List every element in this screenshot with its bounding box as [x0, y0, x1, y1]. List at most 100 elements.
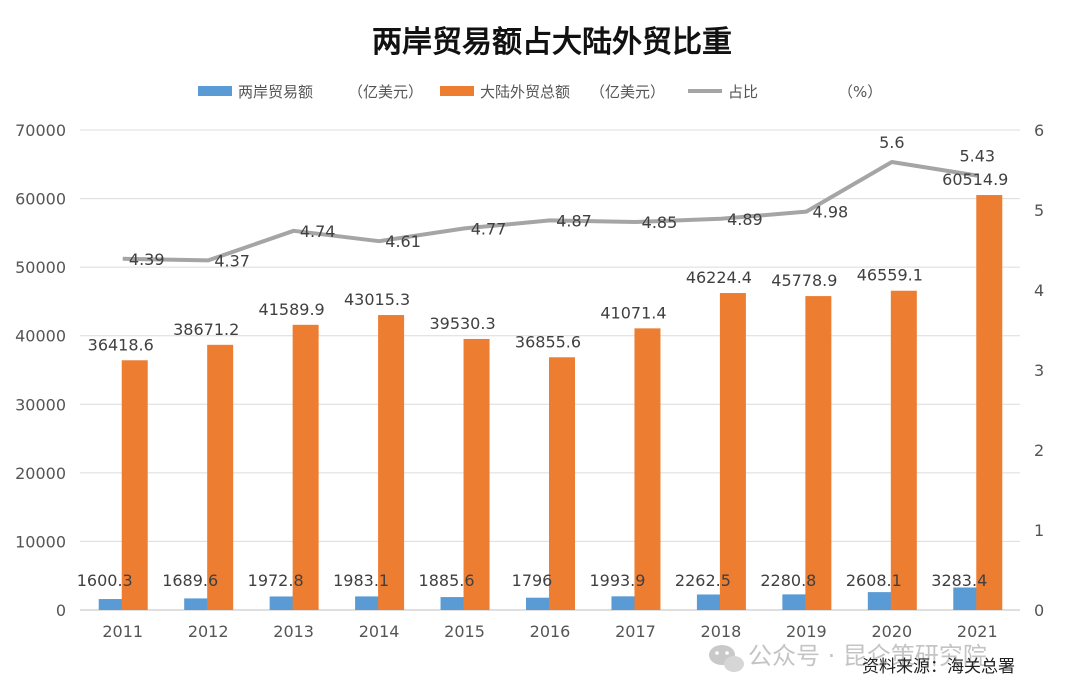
bar-label-cross-strait-trade: 1983.1 [333, 571, 389, 590]
x-tick-label: 2011 [102, 622, 143, 641]
bar-label-cross-strait-trade: 3283.4 [931, 571, 987, 590]
bar-label-total-trade: 39530.3 [429, 314, 495, 333]
bar-cross-strait-trade [269, 596, 294, 610]
x-tick-label: 2014 [359, 622, 400, 641]
bar-total-trade [378, 315, 405, 610]
line-data-label: 4.77 [471, 219, 507, 238]
chart-title: 两岸贸易额占大陆外贸比重 [372, 25, 732, 60]
bar-label-total-trade: 41071.4 [600, 303, 666, 322]
line-data-label: 4.74 [300, 222, 336, 241]
legend-unit: （亿美元） [590, 83, 665, 101]
bar-total-trade [549, 357, 575, 610]
line-data-label: 5.43 [959, 147, 995, 166]
wechat-icon [709, 645, 744, 672]
x-tick-label: 2020 [871, 622, 912, 641]
y-left-tick-label: 60000 [15, 190, 66, 209]
bar-total-trade [292, 324, 319, 610]
bar-total-trade [890, 290, 917, 610]
source-note: 资料来源：海关总署 [862, 657, 1015, 677]
bar-label-cross-strait-trade: 2280.8 [760, 571, 816, 590]
bar-label-total-trade: 45778.9 [771, 271, 837, 290]
y-axis-right: 0 1 2 3 4 5 6 [1034, 121, 1044, 620]
y-left-tick-label: 40000 [15, 327, 66, 346]
bar-label-total-trade: 41589.9 [259, 300, 325, 319]
x-tick-label: 2016 [530, 622, 571, 641]
legend-label: 大陆外贸总额 [480, 83, 570, 101]
bar-total-trade [805, 296, 832, 610]
bar-label-cross-strait-trade: 1796 [512, 571, 553, 590]
bar-cross-strait-trade [98, 599, 123, 610]
y-right-tick-label: 5 [1034, 201, 1044, 220]
bar-total-trade [976, 195, 1003, 610]
y-right-tick-label: 6 [1034, 121, 1044, 140]
line-data-label: 5.6 [879, 133, 904, 152]
y-right-tick-label: 4 [1034, 281, 1044, 300]
bar-label-total-trade: 38671.2 [173, 320, 239, 339]
x-tick-label: 2021 [957, 622, 998, 641]
y-left-tick-label: 10000 [15, 532, 66, 551]
x-tick-label: 2018 [701, 622, 742, 641]
x-tick-label: 2015 [444, 622, 485, 641]
bar-label-total-trade: 60514.9 [942, 170, 1008, 189]
ratio-line-path [122, 160, 978, 263]
bar-cross-strait-trade [440, 597, 465, 610]
legend-label: 占比 [728, 83, 758, 101]
line-data-label: 4.61 [385, 232, 421, 251]
bar-cross-strait-trade [184, 598, 209, 610]
bars [98, 195, 1003, 610]
x-axis: 2011 2012 2013 2014 2015 2016 2017 2018 2019 2020… [102, 622, 997, 641]
bar-label-total-trade: 36418.6 [88, 335, 154, 354]
bar-label-cross-strait-trade: 1885.6 [419, 571, 475, 590]
bar-cross-strait-trade [867, 592, 892, 610]
bar-total-trade [634, 328, 661, 610]
bar-label-total-trade: 43015.3 [344, 290, 410, 309]
y-left-tick-label: 50000 [15, 258, 66, 277]
bar-label-total-trade: 46224.4 [686, 268, 752, 287]
x-tick-label: 2017 [615, 622, 656, 641]
y-right-tick-label: 3 [1034, 361, 1044, 380]
bar-cross-strait-trade [782, 594, 807, 610]
x-tick-label: 2012 [188, 622, 229, 641]
legend: 两岸贸易额 （亿美元） 大陆外贸总额 （亿美元） 占比 （%） [198, 83, 882, 101]
bar-cross-strait-trade [611, 596, 636, 610]
line-data-label: 4.98 [813, 203, 849, 222]
bar-label-cross-strait-trade: 1993.9 [589, 571, 645, 590]
bar-cross-strait-trade [526, 597, 550, 610]
bar-label-cross-strait-trade: 2608.1 [846, 571, 902, 590]
line-data-label: 4.87 [556, 211, 592, 230]
bar-label-cross-strait-trade: 1689.6 [162, 571, 218, 590]
bar-total-trade [207, 344, 234, 610]
bar-label-cross-strait-trade: 1600.3 [77, 571, 133, 590]
y-axis-left: 0 10000 20000 30000 40000 50000 60000 70000 [15, 121, 66, 620]
legend-unit: （亿美元） [348, 83, 423, 101]
bar-label-total-trade: 36855.6 [515, 332, 581, 351]
line-data-label: 4.37 [214, 251, 250, 270]
watermark: 公众号 · 昆仑策研究院 [748, 642, 987, 670]
y-right-tick-label: 2 [1034, 441, 1044, 460]
bar-total-trade [463, 338, 490, 610]
legend-swatch [198, 86, 232, 96]
bar-label-cross-strait-trade: 1972.8 [248, 571, 304, 590]
bar-label-cross-strait-trade: 2262.5 [675, 571, 731, 590]
ratio-line [122, 160, 978, 263]
y-right-tick-label: 1 [1034, 521, 1044, 540]
x-tick-label: 2019 [786, 622, 827, 641]
bar-total-trade [719, 293, 746, 610]
legend-label: 两岸贸易额 [238, 83, 313, 101]
y-left-tick-label: 20000 [15, 464, 66, 483]
y-left-tick-label: 70000 [15, 121, 66, 140]
y-left-tick-label: 30000 [15, 395, 66, 414]
bar-cross-strait-trade [953, 587, 978, 610]
legend-swatch [440, 86, 474, 96]
data-labels: 1600.3 36418.6 1689.6 38671.2 1972.8 41589.9 1… [77, 133, 1009, 590]
y-left-tick-label: 0 [56, 601, 66, 620]
line-data-label: 4.39 [129, 250, 165, 269]
line-data-label: 4.89 [727, 210, 763, 229]
footer: 公众号 · 昆仑策研究院 资料来源：海关总署 [709, 642, 1015, 677]
y-right-tick-label: 0 [1034, 601, 1044, 620]
bar-label-total-trade: 46559.1 [857, 266, 923, 285]
x-tick-label: 2013 [273, 622, 314, 641]
legend-unit: （%） [838, 83, 882, 101]
bar-cross-strait-trade [696, 594, 721, 610]
